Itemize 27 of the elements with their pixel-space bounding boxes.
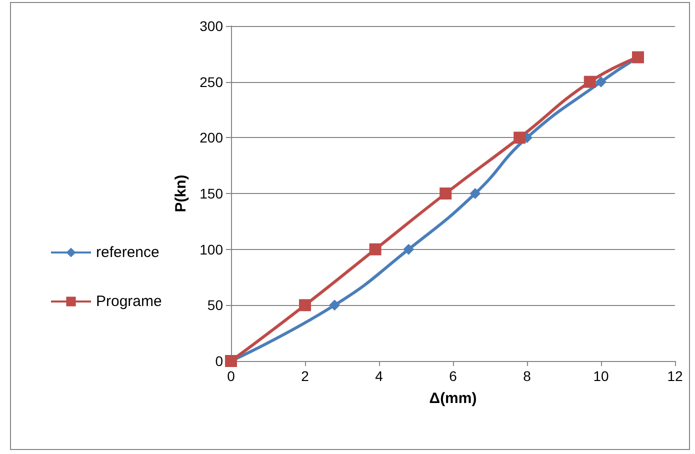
x-tick-label: 6 <box>449 368 458 384</box>
x-tick-label: 4 <box>375 368 384 384</box>
y-axis-title: P(kn) <box>172 174 190 212</box>
x-axis-title: Δ(mm) <box>429 390 477 407</box>
y-tick-label: 150 <box>200 186 224 202</box>
point <box>440 188 452 200</box>
x-tick-label: 10 <box>593 368 609 384</box>
y-tick-label: 300 <box>200 18 224 34</box>
point <box>470 188 481 199</box>
x-tick-label: 12 <box>667 368 683 384</box>
point <box>299 299 311 312</box>
y-tick-label: 250 <box>200 74 224 90</box>
point <box>403 244 414 255</box>
point <box>514 132 526 144</box>
legend-label: reference <box>96 244 160 261</box>
x-tick-label: 0 <box>227 368 236 384</box>
y-tick-label: 0 <box>215 353 224 369</box>
y-tick-label: 200 <box>200 130 224 146</box>
x-tick-label: 2 <box>301 368 310 384</box>
point <box>584 76 596 88</box>
point <box>369 243 382 256</box>
legend-label: Programe <box>96 293 162 310</box>
point <box>329 300 340 311</box>
point <box>596 76 606 88</box>
y-tick-label: 50 <box>207 297 224 314</box>
x-tick-label: 8 <box>523 368 532 384</box>
y-tick-label: 100 <box>200 241 224 258</box>
